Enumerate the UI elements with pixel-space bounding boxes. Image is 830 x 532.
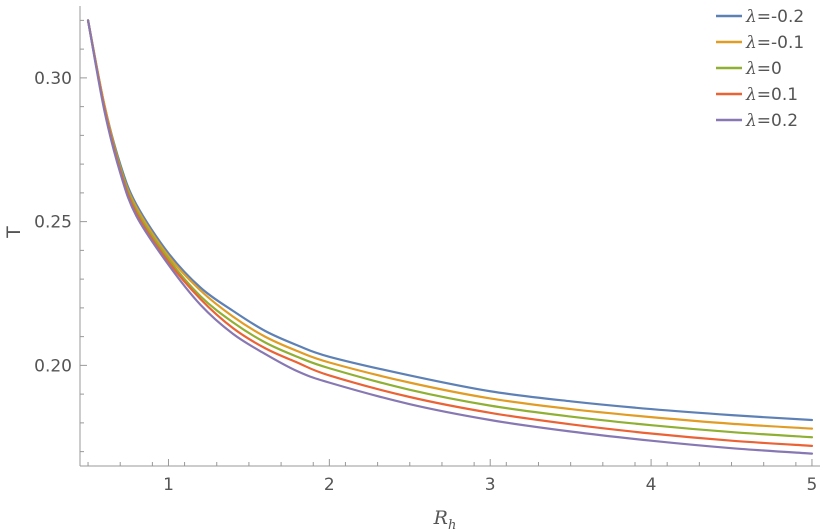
series-line-2	[86, 19, 814, 439]
series-lines	[86, 19, 814, 455]
y-axis-ticks: 0.20 0.25 0.30	[34, 19, 87, 453]
legend-label-2: λ=0	[745, 59, 782, 79]
axes-frame	[79, 6, 820, 467]
series-line-1	[86, 19, 814, 430]
series-line-3	[86, 19, 814, 447]
series-line-4	[86, 19, 814, 455]
x-tick-label: 1	[163, 475, 174, 495]
legend-label-4: λ=0.2	[745, 111, 798, 131]
y-axis-label: T	[3, 226, 25, 239]
x-tick-label: 2	[324, 475, 335, 495]
y-tick-label: 0.25	[34, 213, 72, 233]
legend-label-0: λ=-0.2	[745, 7, 804, 27]
x-tick-label: 4	[646, 475, 657, 495]
series-line-0	[86, 19, 814, 422]
x-axis-label: Rh	[433, 507, 457, 532]
x-axis-ticks: 1 2 3 4 5	[87, 459, 818, 495]
x-tick-label: 3	[485, 475, 496, 495]
legend-label-1: λ=-0.1	[745, 33, 804, 53]
legend-label-3: λ=0.1	[745, 85, 798, 105]
y-tick-label: 0.20	[34, 356, 72, 376]
legend: λ=-0.2 λ=-0.1 λ=0 λ=0.1 λ=0.2	[716, 7, 804, 131]
y-tick-label: 0.30	[34, 69, 72, 89]
x-tick-label: 5	[807, 475, 818, 495]
